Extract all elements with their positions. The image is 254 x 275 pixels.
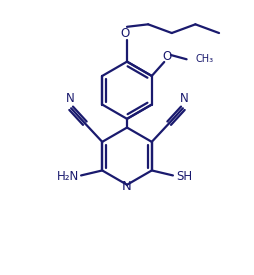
Text: N: N	[180, 92, 188, 105]
Text: N: N	[122, 180, 132, 192]
Text: N: N	[66, 92, 74, 105]
Text: CH₃: CH₃	[195, 54, 213, 64]
Text: SH: SH	[176, 170, 192, 183]
Text: O: O	[163, 50, 172, 63]
Text: O: O	[120, 27, 130, 40]
Text: H₂N: H₂N	[57, 170, 79, 183]
